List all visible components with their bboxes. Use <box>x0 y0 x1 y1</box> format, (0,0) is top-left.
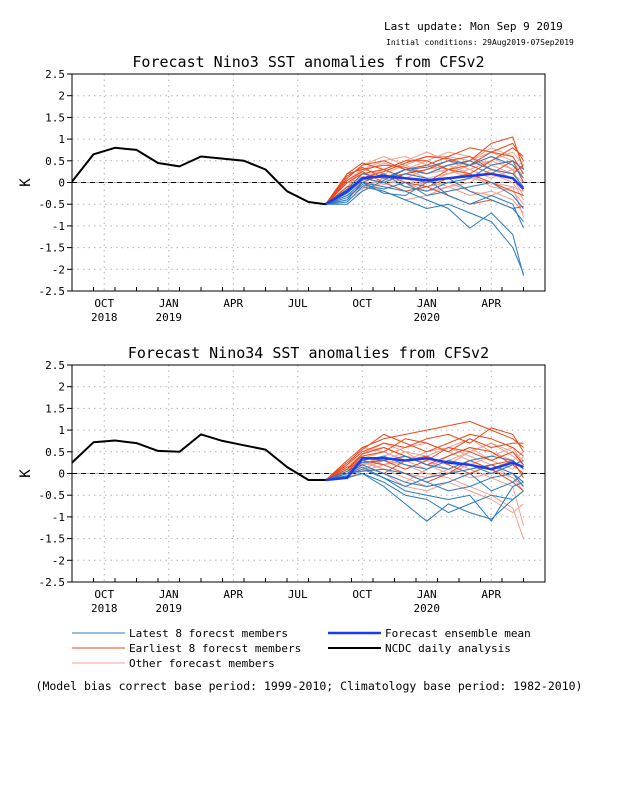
legend-label-earliest: Earliest 8 forecst members <box>129 642 301 655</box>
panel1-y-tick-label: 0 <box>58 468 65 481</box>
nino34-chart: Forecast Nino34 SST anomalies from CFSv2… <box>18 344 546 615</box>
panel1-latest-member-line <box>325 473 524 514</box>
panel1-analysis-line <box>71 433 326 481</box>
nino3-chart: Forecast Nino3 SST anomalies from CFSv2 2… <box>18 53 546 324</box>
panel0-x-year-label: 2020 <box>414 311 441 324</box>
panel0-y-tick-label: 0 <box>58 177 65 190</box>
panel1-earliest-member-line <box>325 438 524 481</box>
panel1-y-tick-label: -1.5 <box>39 533 66 546</box>
panel0-y-axis-label: K <box>18 178 34 187</box>
panel0-latest-member-line <box>325 160 524 205</box>
panel1-y-tick-label: -1 <box>52 511 65 524</box>
panel0-x-year-label: 2019 <box>156 311 183 324</box>
panel1-y-tick-label: 0.5 <box>45 446 65 459</box>
panel0-earliest-member-line <box>325 147 524 205</box>
panel0-x-year-label: 2018 <box>91 311 118 324</box>
panel0-ensemble-mean-line <box>325 172 525 206</box>
panel1-earliest-member-line <box>325 427 524 481</box>
panel1-x-year-label: 2019 <box>156 602 183 615</box>
panel0-y-tick-label: 1 <box>58 133 65 146</box>
panel1-y-tick-label: -2.5 <box>39 576 66 589</box>
panel0-y-tick-label: -0.5 <box>39 198 66 211</box>
legend-label-other: Other forecast members <box>129 657 275 670</box>
legend-label-latest: Latest 8 forecst members <box>129 627 288 640</box>
panel1-y-axis-label: K <box>18 469 34 478</box>
panel1-y-tick-label: 1 <box>58 424 65 437</box>
panel1-x-tick-label: APR <box>223 588 243 601</box>
panel1-x-tick-label: JAN <box>417 588 437 601</box>
panel1-x-tick-label: OCT <box>94 588 114 601</box>
legend-label-analysis: NCDC daily analysis <box>385 642 511 655</box>
panel1-x-tick-label: JAN <box>159 588 179 601</box>
panel0-latest-member-line <box>325 156 524 205</box>
footer-note: (Model bias correct base period: 1999-20… <box>36 679 583 693</box>
panel0-earliest-member-line <box>325 171 524 205</box>
panel1-y-tick-label: 2 <box>58 381 65 394</box>
panel0-x-tick-label: OCT <box>94 297 114 310</box>
legend: Latest 8 forecst members Earliest 8 fore… <box>72 627 531 670</box>
panel1-chart-title: Forecast Nino34 SST anomalies from CFSv2 <box>128 344 489 362</box>
panel1-earliest-member-line <box>325 433 524 481</box>
panel0-x-tick-label: APR <box>223 297 243 310</box>
panel1-x-year-label: 2020 <box>414 602 441 615</box>
panel1-x-year-label: 2018 <box>91 602 118 615</box>
panel0-y-tick-label: -1.5 <box>39 242 66 255</box>
panel0-x-tick-label: APR <box>481 297 501 310</box>
panel0-latest-member-line <box>325 186 524 274</box>
panel1-x-tick-label: OCT <box>352 588 372 601</box>
last-update-text: Last update: Mon Sep 9 2019 <box>384 20 563 33</box>
panel0-y-tick-label: -2.5 <box>39 285 66 298</box>
panel1-other-member-line <box>325 464 524 514</box>
panel0-plot-frame <box>71 73 546 292</box>
panel1-latest-member-line <box>325 473 524 522</box>
legend-label-mean: Forecast ensemble mean <box>385 627 531 640</box>
panel1-latest-member-line <box>325 464 524 492</box>
panel0-y-tick-label: 0.5 <box>45 155 65 168</box>
panel0-latest-member-line <box>325 160 524 205</box>
panel0-y-tick-label: -1 <box>52 220 65 233</box>
panel0-x-tick-label: JAN <box>417 297 437 310</box>
panel1-x-tick-label: APR <box>481 588 501 601</box>
panel1-latest-member-line <box>325 468 524 492</box>
panel0-chart-title: Forecast Nino3 SST anomalies from CFSv2 <box>132 53 484 71</box>
panel1-y-tick-label: -0.5 <box>39 489 66 502</box>
panel0-y-tick-label: 1.5 <box>45 111 65 124</box>
panel1-ensemble-mean-line <box>325 457 524 482</box>
panel0-y-tick-label: -2 <box>52 263 65 276</box>
panel1-plot-frame <box>71 364 546 583</box>
panel0-latest-member-line <box>325 177 524 222</box>
initial-conditions-text: Initial conditions: 29Aug2019-07Sep2019 <box>386 38 574 47</box>
panel0-latest-member-line <box>325 182 524 276</box>
panel0-y-tick-label: 2 <box>58 90 65 103</box>
panel0-analysis-line <box>71 146 326 206</box>
panel0-x-tick-label: JUL <box>288 297 308 310</box>
panel1-y-tick-label: -2 <box>52 554 65 567</box>
panel1-earliest-member-line <box>325 420 524 481</box>
panel0-x-tick-label: JAN <box>159 297 179 310</box>
panel1-y-tick-label: 2.5 <box>45 359 65 372</box>
panel1-y-tick-label: 1.5 <box>45 402 65 415</box>
panel1-latest-member-line <box>325 468 524 522</box>
panel0-x-tick-label: OCT <box>352 297 372 310</box>
panel0-earliest-member-line <box>325 142 524 205</box>
panel1-x-tick-label: JUL <box>288 588 308 601</box>
panel0-y-tick-label: 2.5 <box>45 68 65 81</box>
